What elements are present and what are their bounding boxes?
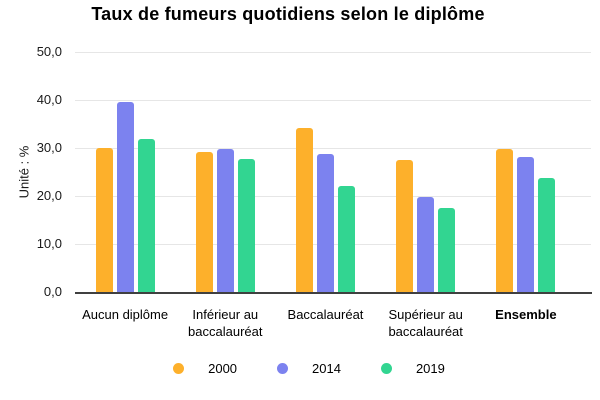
bar-2000[interactable] [396, 159, 414, 292]
x-axis-line [75, 292, 592, 294]
legend-swatch-icon [277, 363, 289, 374]
bar-group [376, 52, 476, 292]
bar-group [476, 52, 576, 292]
x-tick-label: Inférieur au baccalauréat [188, 307, 263, 339]
y-tick-label: 40,0 [36, 92, 62, 107]
y-tick-label: 50,0 [36, 44, 62, 59]
bar-2000[interactable] [95, 148, 113, 292]
plot-area [75, 52, 592, 294]
bar-group [75, 52, 175, 292]
bar-group [175, 52, 275, 292]
x-tick-label: Baccalauréat [287, 307, 364, 322]
legend-label: 2000 [208, 361, 238, 376]
legend-item-2000[interactable]: 2000 [173, 361, 237, 376]
y-tick-label: 0,0 [43, 284, 62, 299]
y-tick-label: 20,0 [36, 188, 62, 203]
x-tick-label: Ensemble [495, 307, 557, 322]
bar-2019[interactable] [237, 158, 255, 292]
bar-2014[interactable] [316, 154, 334, 292]
bar-2000[interactable] [295, 128, 313, 292]
bar-2000[interactable] [195, 151, 213, 292]
legend-item-2019[interactable]: 2019 [380, 361, 445, 376]
bar-2019[interactable] [337, 185, 355, 292]
legend-swatch-icon [380, 363, 392, 374]
bar-group [275, 52, 375, 292]
bar-2014[interactable] [517, 156, 535, 292]
chart-legend: 2000 2014 2019 [9, 361, 600, 376]
bar-2014[interactable] [116, 102, 134, 292]
bar-2000[interactable] [496, 148, 514, 292]
x-tick-label: Supérieur au baccalauréat [388, 307, 463, 339]
grid-line [75, 148, 591, 149]
legend-label: 2014 [312, 361, 341, 376]
bar-2014[interactable] [216, 148, 234, 292]
legend-item-2014[interactable]: 2014 [277, 361, 341, 376]
bar-2014[interactable] [417, 196, 435, 292]
grid-line [75, 52, 591, 53]
y-tick-label: 30,0 [36, 140, 62, 155]
y-axis-tick-labels: 50,0 40,0 30,0 20,0 10,0 0,0 [0, 44, 62, 299]
bar-2019[interactable] [137, 138, 155, 292]
bar-2019[interactable] [438, 208, 456, 292]
grid-line [75, 100, 591, 101]
chart-title: Taux de fumeurs quotidiens selon le dipl… [91, 4, 485, 24]
x-tick-label: Aucun diplôme [82, 307, 169, 322]
y-tick-label: 10,0 [36, 236, 62, 251]
legend-label: 2019 [415, 361, 445, 376]
legend-swatch-icon [173, 363, 185, 374]
bar-2019[interactable] [538, 177, 556, 292]
